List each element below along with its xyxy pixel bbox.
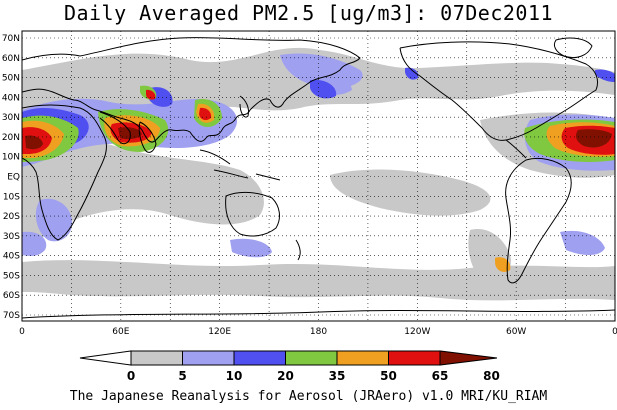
colorbar-swatch <box>285 350 338 366</box>
colorbar-label: 50 <box>380 369 397 383</box>
lon-label: 120W <box>404 327 430 337</box>
colorbar-label: 80 <box>483 369 500 383</box>
lon-label: 0 <box>612 327 617 337</box>
chart-title: Daily Averaged PM2.5 [ug/m3]: 07Dec2011 <box>63 1 554 25</box>
map-frame <box>21 30 616 322</box>
lat-lon-grid <box>22 31 615 321</box>
lat-label: 30N <box>2 113 20 123</box>
lat-label: 10N <box>2 153 20 163</box>
colorbar-min-arrow <box>79 350 132 366</box>
lon-label: 120E <box>208 327 231 337</box>
footer-credit: The Japanese Reanalysis for Aerosol (JRA… <box>69 389 548 404</box>
lat-label: 40S <box>3 252 20 262</box>
colorbar-swatch <box>182 350 235 366</box>
lat-label: 50S <box>3 271 20 281</box>
colorbar-max-arrow <box>439 350 498 366</box>
lat-label: 60S <box>3 291 20 301</box>
colorbar: 0 5 10 20 35 50 65 80 <box>79 350 500 383</box>
lon-label: 60W <box>506 327 526 337</box>
pm25-shading <box>22 47 615 301</box>
colorbar-label: 35 <box>329 369 346 383</box>
lat-label: 60N <box>2 54 20 64</box>
colorbar-label: 5 <box>178 369 186 383</box>
lat-label: 70S <box>3 311 20 321</box>
lat-label: 40N <box>2 93 20 103</box>
colorbar-swatch <box>130 350 183 366</box>
colorbar-label: 20 <box>277 369 294 383</box>
colorbar-label: 65 <box>432 369 449 383</box>
lon-label: 60E <box>112 327 129 337</box>
lat-label: 20S <box>3 212 20 222</box>
lat-label: 70N <box>2 34 20 44</box>
colorbar-swatch <box>336 350 389 366</box>
longitude-labels: 0 60E 120E 180 120W 60W 0 <box>19 327 617 337</box>
lat-label: 50N <box>2 74 20 84</box>
lat-label: 20N <box>2 133 20 143</box>
lat-label: EQ <box>7 173 20 183</box>
colorbar-label: 10 <box>226 369 243 383</box>
latitude-labels: 70N 60N 50N 40N 30N 20N 10N EQ 10S 20S 30S 40S 50S 60… <box>2 34 20 321</box>
map-plot-area <box>22 31 615 321</box>
lon-label: 0 <box>19 327 25 337</box>
lon-label: 180 <box>310 327 327 337</box>
lat-label: 10S <box>3 192 20 202</box>
colorbar-label: 0 <box>127 369 135 383</box>
lat-label: 30S <box>3 232 20 242</box>
coastlines <box>22 37 615 319</box>
colorbar-swatch <box>233 350 286 366</box>
colorbar-swatch <box>388 350 441 366</box>
